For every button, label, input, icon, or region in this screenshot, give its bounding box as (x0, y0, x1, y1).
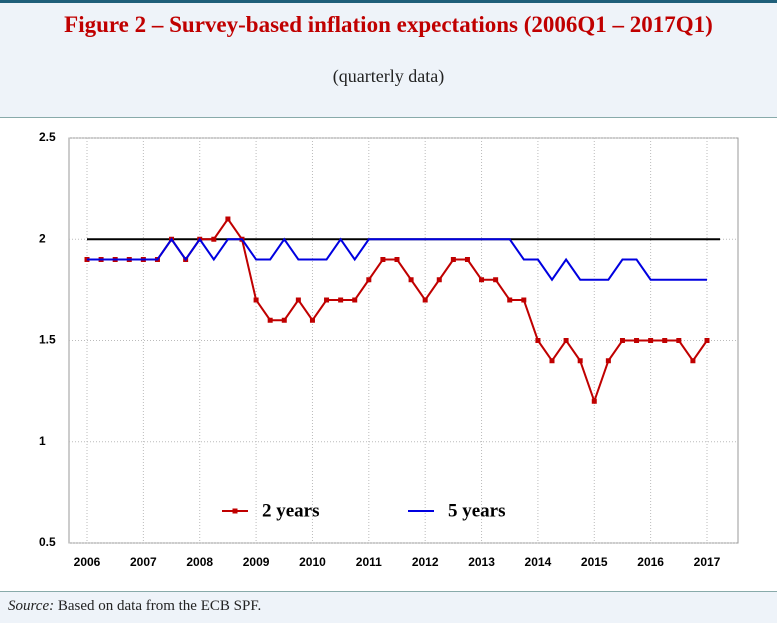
x-tick-label: 2017 (694, 555, 721, 569)
x-tick-label: 2009 (243, 555, 270, 569)
x-tick-label: 2014 (525, 555, 552, 569)
y-tick-label: 1 (39, 434, 46, 448)
point-marker (704, 338, 710, 343)
point-marker (225, 216, 231, 222)
point-marker (605, 358, 611, 364)
point-marker (591, 398, 597, 404)
x-tick-label: 2015 (581, 555, 608, 569)
y-tick-label: 0.5 (39, 535, 56, 549)
point-marker (521, 297, 527, 303)
point-marker (436, 277, 442, 283)
y-tick-label: 2 (39, 231, 46, 245)
point-marker (619, 338, 625, 343)
source-label: Source: (8, 598, 55, 614)
legend-label: 5 years (448, 500, 506, 521)
source-text: Based on data from the ECB SPF. (57, 598, 262, 614)
series-line (87, 217, 708, 405)
point-marker (309, 317, 315, 323)
point-marker (394, 257, 400, 262)
chart-subtitle: (quarterly data) (332, 66, 445, 86)
point-marker (563, 338, 569, 343)
chart-area: 0.5 1 1.5 2 2.5 2006 2007 2008 2009 2010 2011 2012 2… (0, 117, 777, 592)
y-tick-label: 1.5 (39, 333, 56, 347)
x-tick-label: 2013 (468, 555, 495, 569)
point-marker (464, 257, 470, 262)
point-marker (352, 297, 358, 303)
point-marker (549, 358, 555, 364)
point-marker (690, 358, 696, 364)
x-tick-label: 2008 (186, 555, 213, 569)
point-marker (281, 317, 287, 323)
point-marker (493, 277, 499, 283)
top-border (0, 0, 777, 3)
point-marker (535, 338, 541, 343)
point-marker (267, 317, 273, 323)
point-marker (253, 297, 259, 303)
point-marker (366, 277, 372, 283)
point-marker (662, 338, 668, 343)
point-marker (648, 338, 654, 343)
point-marker (338, 297, 344, 303)
point-marker (324, 297, 330, 303)
legend-label: 2 years (262, 500, 320, 521)
chart: 0.5 1 1.5 2 2.5 2006 2007 2008 2009 2010 2011 2012 2… (39, 130, 739, 569)
y-tick-label: 2.5 (39, 130, 56, 144)
x-tick-label: 2010 (299, 555, 326, 569)
point-marker (422, 297, 428, 303)
chart-title: Figure 2 – Survey-based inflation expect… (64, 12, 713, 37)
point-marker (479, 277, 485, 283)
x-tick-label: 2012 (412, 555, 439, 569)
point-marker (676, 338, 682, 343)
point-marker (380, 257, 386, 262)
point-marker (211, 236, 217, 242)
point-marker (634, 338, 640, 343)
x-tick-label: 2006 (74, 555, 101, 569)
point-marker (295, 297, 301, 303)
point-marker (450, 257, 456, 262)
point-marker (507, 297, 513, 303)
x-tick-label: 2016 (637, 555, 664, 569)
series-line (87, 237, 707, 282)
legend-marker (232, 508, 238, 514)
x-tick-label: 2011 (356, 555, 382, 569)
point-marker (577, 358, 583, 364)
x-tick-label: 2007 (130, 555, 157, 569)
point-marker (408, 277, 414, 283)
source-note: Source: Based on data from the ECB SPF. (8, 598, 261, 615)
